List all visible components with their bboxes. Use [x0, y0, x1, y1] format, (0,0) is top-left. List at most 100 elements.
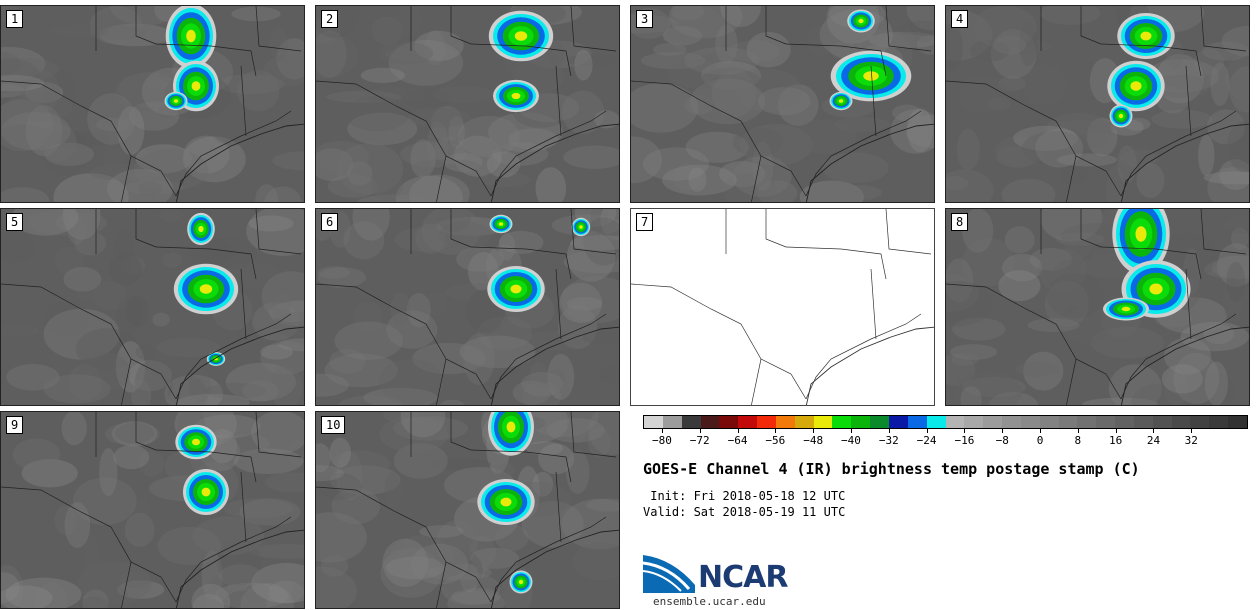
cloud-texture: [264, 186, 302, 202]
state-border: [570, 209, 617, 255]
cloud-texture: [447, 590, 505, 608]
state-border: [1, 486, 177, 603]
cloud-texture: [1002, 253, 1043, 282]
state-border: [631, 80, 807, 197]
storm-cell: [173, 99, 179, 103]
colorbar-tick-label: −32: [878, 434, 899, 447]
cloud-texture: [946, 274, 979, 312]
cloud-texture: [685, 131, 749, 163]
cloud-texture: [896, 20, 934, 36]
state-border: [470, 43, 572, 77]
cloud-texture: [388, 39, 464, 86]
cloud-texture: [962, 209, 994, 253]
cloud-texture: [525, 412, 600, 438]
cloud-texture: [24, 82, 64, 103]
cloud-texture: [722, 173, 777, 202]
cloud-texture: [116, 294, 142, 336]
cloud-texture: [406, 293, 431, 328]
cloud-texture: [244, 584, 271, 603]
state-border: [436, 561, 447, 608]
cloud-texture: [1120, 149, 1159, 168]
cloud-texture: [380, 547, 442, 598]
cloud-texture: [701, 61, 761, 90]
colorbar-swatch: [1228, 416, 1247, 428]
cloud-texture: [561, 187, 619, 202]
cloud-texture: [973, 6, 1037, 49]
state-border: [316, 486, 492, 603]
storm-cell: [518, 579, 524, 585]
cloud-texture: [157, 526, 222, 566]
cloud-texture: [993, 35, 1027, 55]
cloud-texture: [718, 161, 766, 187]
cloud-texture: [277, 338, 304, 352]
cloud-texture: [799, 180, 864, 202]
cloud-texture: [347, 112, 418, 146]
stamp-panel-10: 10: [315, 411, 620, 609]
colorbar-tick-mark: [813, 429, 815, 433]
cloud-texture: [1038, 248, 1087, 293]
state-border: [785, 246, 887, 280]
state-border: [805, 313, 922, 400]
cloud-texture: [401, 89, 451, 108]
cloud-texture: [1, 572, 20, 603]
cloud-texture: [715, 24, 738, 64]
ir-map-2: [316, 6, 619, 202]
cloud-texture: [138, 450, 164, 477]
coastline: [175, 529, 304, 608]
cloud-texture: [1151, 109, 1213, 129]
colorbar-swatch: [1077, 416, 1097, 428]
storm-cell: [500, 497, 512, 507]
cloud-texture: [54, 505, 77, 536]
cloud-texture: [1156, 53, 1204, 104]
cloud-texture: [1059, 156, 1090, 186]
coastline: [175, 123, 304, 202]
cloud-texture: [317, 266, 350, 279]
state-border: [1100, 246, 1202, 280]
cloud-texture: [521, 501, 584, 548]
state-border: [470, 246, 572, 280]
cloud-texture: [996, 39, 1052, 54]
cloud-texture: [200, 237, 258, 270]
colorbar-tick-label: −64: [727, 434, 748, 447]
storm-cell: [1118, 113, 1124, 119]
cloud-texture: [570, 235, 619, 251]
cloud-texture: [378, 358, 444, 405]
state-border: [1, 283, 177, 400]
stamp-panel-1: 1: [0, 5, 305, 203]
cloud-texture: [906, 6, 934, 31]
cloud-texture: [68, 363, 102, 401]
state-border: [450, 6, 472, 45]
coastline: [490, 326, 619, 405]
cloud-texture: [719, 84, 745, 112]
ir-map-10: [316, 412, 619, 608]
storm-cell: [863, 71, 879, 81]
cloud-texture: [777, 84, 819, 126]
cloud-texture: [392, 416, 468, 441]
state-border: [155, 246, 257, 280]
colorbar-tick-mark: [888, 429, 890, 433]
storm-cell: [186, 29, 196, 43]
cloud-texture: [530, 361, 548, 387]
colorbar-tick-label: −56: [765, 434, 786, 447]
cloud-texture: [118, 72, 180, 108]
cloud-texture: [456, 246, 504, 272]
cloud-texture: [382, 538, 429, 587]
state-border: [751, 358, 762, 405]
cloud-texture: [662, 164, 737, 196]
cloud-texture: [690, 78, 766, 125]
cloud-texture: [192, 516, 265, 556]
cloud-texture: [89, 25, 146, 40]
state-border: [121, 155, 132, 202]
ir-map-9: [1, 412, 304, 608]
cloud-texture: [89, 163, 165, 182]
cloud-texture: [998, 270, 1041, 302]
cloud-texture: [1063, 305, 1082, 327]
cloud-texture: [1105, 166, 1126, 202]
cloud-texture: [1029, 247, 1073, 271]
cloud-texture: [249, 544, 304, 559]
cloud-texture: [838, 185, 882, 201]
colorbar-swatch: [926, 416, 946, 428]
colorbar-swatch: [870, 416, 889, 428]
cloud-texture: [316, 465, 344, 482]
cloud-texture: [205, 577, 228, 608]
